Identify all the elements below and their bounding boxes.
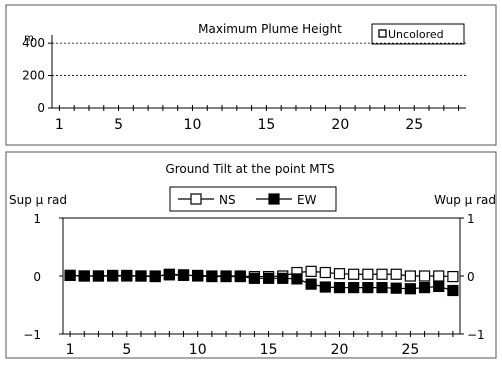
ew-data-point <box>277 272 289 284</box>
ew-data-point <box>92 270 105 282</box>
plume-x-tick-label: 25 <box>405 117 423 133</box>
tilt-x-tick-label: 25 <box>401 342 419 358</box>
ew-data-point <box>121 270 133 282</box>
tilt-x-tick-label: 10 <box>189 342 207 358</box>
ew-series-line <box>70 273 454 292</box>
plume-y-axis-label: m <box>24 33 34 44</box>
ns-data-point <box>319 266 331 279</box>
tilt-right-y-tick-label: 1 <box>467 212 475 226</box>
ew-data-point <box>220 270 232 283</box>
ns-data-point <box>390 268 402 280</box>
tilt-x-tick-label: 20 <box>331 342 349 358</box>
ew-data-point <box>433 280 445 293</box>
plume-legend: Uncolored <box>371 23 465 45</box>
tilt-right-y-tick-label: −1 <box>467 328 485 342</box>
plume-y-tick-label: 400 <box>22 36 45 50</box>
tilt-legend: NS EW <box>169 186 337 212</box>
ground-tilt-chart: Ground Tilt at the point MTS Sup μ rad W… <box>5 151 497 359</box>
ew-data-point <box>362 282 374 294</box>
plume-x-tick-label: 20 <box>331 117 349 133</box>
ns-legend-marker-icon <box>190 193 202 205</box>
ew-data-point <box>305 278 317 290</box>
plume-x-tick-label: 10 <box>184 117 202 133</box>
tilt-x-tick-label: 15 <box>260 342 278 358</box>
ew-data-point <box>78 270 90 282</box>
tilt-x-tick-label: 1 <box>66 342 75 358</box>
ew-data-point <box>64 269 76 282</box>
plume-legend-box <box>371 23 465 45</box>
plume-y-tick-label: 200 <box>22 69 45 83</box>
plume-chart-title: Maximum Plume Height <box>198 22 342 36</box>
ns-data-point <box>305 265 317 277</box>
tilt-chart-frame <box>5 151 497 359</box>
ew-data-point <box>248 272 261 284</box>
plume-y-tick-label: 0 <box>37 101 45 115</box>
ew-data-point <box>192 270 204 282</box>
plume-x-tick-label: 15 <box>257 117 275 133</box>
uncolored-marker-icon <box>378 29 387 38</box>
ns-data-point <box>433 270 445 282</box>
ew-data-point <box>163 268 175 280</box>
tilt-right-y-axis-label: Wup μ rad <box>434 193 496 207</box>
ew-data-point <box>390 282 402 294</box>
ns-data-point <box>333 268 346 280</box>
ew-data-point <box>348 282 360 294</box>
plume-legend-label: Uncolored <box>388 28 444 41</box>
ew-data-point <box>333 282 346 294</box>
ns-data-point <box>376 268 388 280</box>
ew-legend-marker-icon <box>268 193 280 205</box>
tilt-left-y-tick-label: 1 <box>33 212 41 226</box>
plume-height-chart: Maximum Plume Height m Uncolored 0 200 400… <box>5 4 497 146</box>
ew-data-point <box>291 273 303 285</box>
ew-data-point <box>404 283 416 295</box>
tilt-chart-title: Ground Tilt at the point MTS <box>165 162 334 176</box>
ns-legend-label: NS <box>219 193 236 207</box>
ew-data-point <box>447 284 459 297</box>
tilt-left-y-tick-label: −1 <box>23 328 41 342</box>
ew-data-point <box>107 270 119 282</box>
ns-data-point <box>362 268 374 280</box>
ew-data-point <box>234 270 246 283</box>
ns-data-point <box>418 270 431 282</box>
ns-data-point <box>348 268 360 280</box>
ew-data-point <box>418 282 431 294</box>
ew-data-point <box>206 270 218 283</box>
ew-data-point <box>376 282 388 294</box>
ew-data-point <box>319 281 331 293</box>
ew-data-point <box>149 270 161 283</box>
plume-x-tick-label: 1 <box>55 117 64 133</box>
tilt-legend-box <box>169 186 337 212</box>
tilt-x-tick-label: 5 <box>122 342 131 358</box>
tilt-right-y-tick-label: 0 <box>467 270 475 284</box>
ew-data-point <box>262 272 275 284</box>
ew-data-point <box>177 269 190 281</box>
ew-data-point <box>135 270 147 282</box>
plume-x-tick-label: 5 <box>114 117 123 133</box>
tilt-left-y-tick-label: 0 <box>33 270 41 284</box>
ew-legend-label: EW <box>297 193 317 207</box>
ns-data-point <box>447 270 459 283</box>
tilt-left-y-axis-label: Sup μ rad <box>9 193 67 207</box>
ns-data-point <box>404 270 416 282</box>
